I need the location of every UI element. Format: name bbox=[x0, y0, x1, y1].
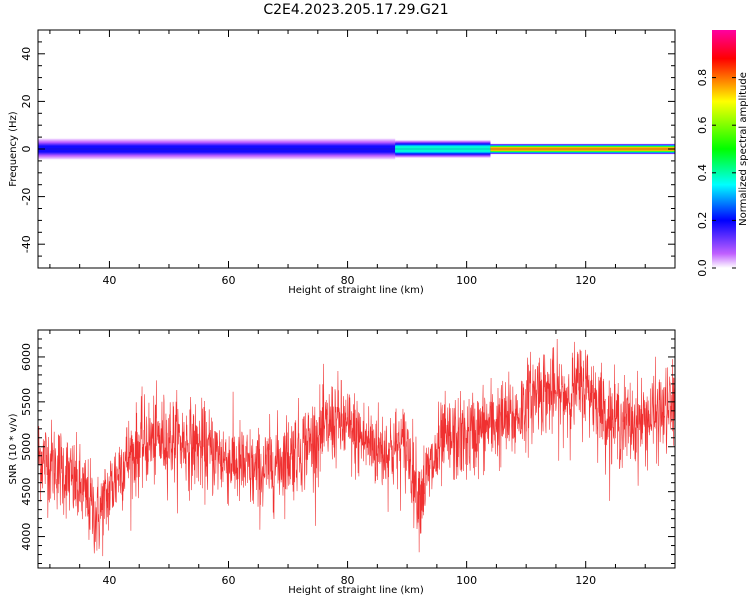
colorbar: 0.0 0.2 0.4 0.6 0.8 Normalized spectral ampl… bbox=[696, 30, 749, 277]
colorbar-tick-label: 0.4 bbox=[696, 164, 709, 182]
colorbar-tick-label: 0.2 bbox=[696, 212, 709, 230]
spectrogram-bands bbox=[38, 137, 675, 161]
spectrogram-y-axis-label: Frequency (Hz) bbox=[8, 111, 19, 187]
colorbar-tick-label: 0.8 bbox=[696, 69, 709, 87]
colorbar-tick-label: 0.0 bbox=[696, 259, 709, 277]
x-tick-label: 40 bbox=[102, 274, 116, 287]
y-tick-label: 5500 bbox=[20, 388, 33, 416]
x-tick-label: 60 bbox=[222, 274, 236, 287]
colorbar-gradient bbox=[712, 30, 736, 268]
y-tick-label: 4500 bbox=[20, 478, 33, 506]
snr-panel: 40 60 80 100 120 4000 4500 5000 5500 6000 Height … bbox=[8, 329, 676, 596]
colorbar-label: Normalized spectral amplitude bbox=[738, 72, 749, 226]
y-tick-label: 0 bbox=[20, 146, 33, 153]
x-tick-label: 60 bbox=[222, 574, 236, 587]
y-tick-label: -20 bbox=[20, 188, 33, 206]
spectrogram-x-axis-label: Height of straight line (km) bbox=[288, 285, 424, 296]
spectrogram-ticks: 40 60 80 100 120 -40 -20 0 20 40 bbox=[20, 29, 676, 287]
x-tick-label: 80 bbox=[341, 274, 355, 287]
snr-x-axis-label: Height of straight line (km) bbox=[288, 585, 424, 596]
y-tick-label: -40 bbox=[20, 235, 33, 253]
x-tick-label: 120 bbox=[575, 274, 596, 287]
x-tick-label: 80 bbox=[341, 574, 355, 587]
spectrogram-panel: 40 60 80 100 120 -40 -20 0 20 40 Height of straig… bbox=[8, 29, 676, 296]
y-tick-label: 20 bbox=[20, 94, 33, 108]
x-tick-label: 100 bbox=[456, 274, 477, 287]
x-tick-label: 100 bbox=[456, 574, 477, 587]
snr-frame bbox=[37, 329, 676, 569]
y-tick-label: 5000 bbox=[20, 433, 33, 461]
colorbar-tick-label: 0.6 bbox=[696, 116, 709, 134]
snr-y-axis-label: SNR (10 * v/v) bbox=[8, 413, 19, 484]
y-tick-label: 6000 bbox=[20, 343, 33, 371]
y-tick-label: 4000 bbox=[20, 523, 33, 551]
snr-ticks: 40 60 80 100 120 4000 4500 5000 5500 6000 bbox=[20, 329, 676, 587]
x-tick-label: 120 bbox=[575, 574, 596, 587]
x-tick-label: 40 bbox=[102, 574, 116, 587]
snr-series-line bbox=[38, 339, 675, 557]
figure-title: C2E4.2023.205.17.29.G21 bbox=[263, 2, 448, 18]
y-tick-label: 40 bbox=[20, 47, 33, 61]
colorbar-ticks: 0.0 0.2 0.4 0.6 0.8 bbox=[696, 69, 736, 277]
